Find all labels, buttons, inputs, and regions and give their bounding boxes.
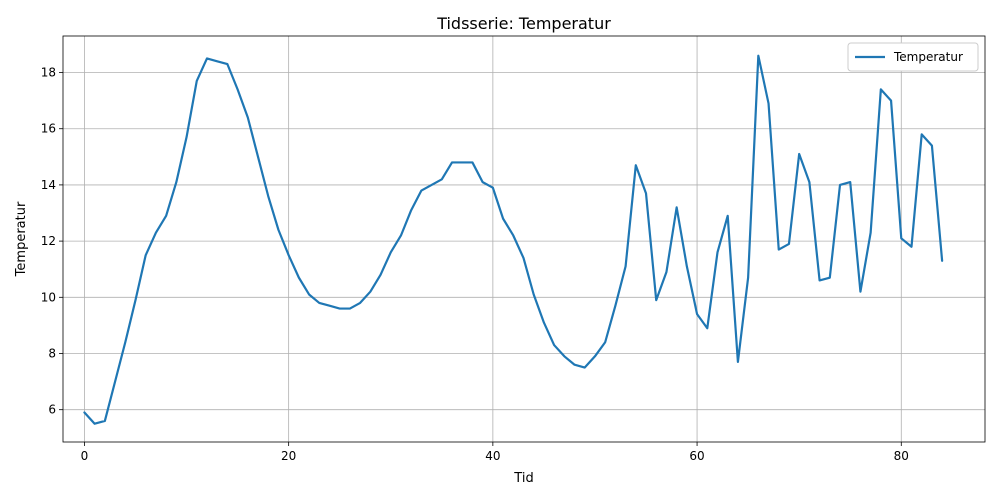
legend-box (847, 42, 979, 72)
legend-entry-label: Temperatur (893, 50, 963, 64)
y-tick-label: 18 (41, 66, 56, 80)
x-tick-label: 40 (485, 449, 500, 463)
series-line-temperatur (83, 54, 944, 425)
y-tick-label: 12 (41, 234, 56, 248)
x-tick-label: 0 (81, 449, 89, 463)
y-axis-label: Temperatur (14, 201, 29, 277)
x-axis-ticks: 0 20 40 60 80 (81, 442, 909, 463)
x-tick-label: 60 (689, 449, 704, 463)
series-lines (83, 54, 944, 425)
plot-frame (62, 35, 986, 443)
x-tick-label: 20 (281, 449, 296, 463)
x-tick-label: 80 (894, 449, 909, 463)
y-axis-ticks: 6 8 10 12 14 16 18 (41, 66, 63, 417)
y-tick-label: 8 (48, 346, 56, 360)
y-tick-label: 16 (41, 122, 56, 136)
y-tick-label: 14 (41, 178, 56, 192)
legend: Temperatur (847, 42, 979, 72)
x-axis-label: Tid (513, 471, 533, 486)
y-tick-label: 6 (48, 403, 56, 417)
chart-title: Tidsserie: Temperatur (436, 14, 611, 33)
y-tick-label: 10 (41, 290, 56, 304)
